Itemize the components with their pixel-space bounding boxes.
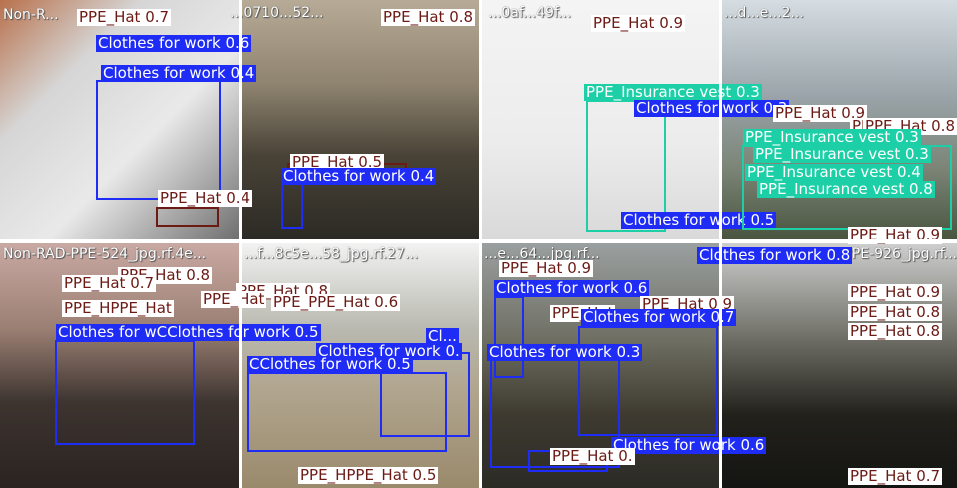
clothes-detection-label: Clothes for wCClothes for work 0.5: [56, 323, 321, 341]
tile-filename: ...f...8c5e...58_jpg.rf.27...: [244, 246, 419, 262]
tile-filename: ...d...e...2...: [724, 5, 804, 21]
grid-divider-vertical-3: [719, 0, 722, 488]
clothes-detection-label: Cl...: [426, 327, 459, 345]
vest-detection-label: PPE_Insurance vest 0.3: [743, 128, 921, 146]
clothes-detection-label: CClothes for work 0.5: [247, 355, 413, 373]
hat-detection-label: PPE_Hat 0.4: [158, 189, 253, 207]
hat-detection-label: PPE_HPPE_Hat 0.5: [298, 466, 439, 484]
hat-detection-label: PPE_Hat 0.8: [848, 303, 943, 321]
grid-divider-vertical-1: [239, 0, 242, 488]
grid-divider-horizontal: [0, 239, 957, 243]
vest-detection-label: PPE_Insurance vest 0.4: [745, 163, 923, 181]
hat-detection-label: PPE_Hat 0.7: [77, 8, 172, 26]
hat-detection-label: PPE_Hat 0.9: [640, 295, 735, 313]
vest-detection-label: PPE_Insurance vest 0.3: [584, 83, 762, 101]
hat-detection-label: PPE_Hat 0.9: [591, 14, 686, 32]
hat-detection-label: PPE_Hat 0.: [550, 447, 635, 465]
clothes-detection-label: Clothes for work 0.7: [581, 308, 737, 326]
hat-detection-label: PPE_Hat 0.8: [381, 8, 476, 26]
tile-filename: ...0af...49f...: [488, 5, 572, 21]
clothes-detection-box: [578, 326, 718, 436]
clothes-detection-label: Clothes for work 0.8: [697, 246, 853, 264]
hat-detection-label: PPE_HPPE_Hat: [62, 299, 174, 317]
hat-detection-label: PPE_Hat: [201, 290, 267, 308]
tile-2: [242, 0, 479, 239]
clothes-detection-box: [55, 340, 195, 445]
tile-filename: ...e...64...jpg.rf...: [484, 246, 600, 262]
tile-filename: ...0710...52...: [230, 5, 324, 21]
vest-detection-label: PPE_Insurance vest 0.8: [757, 180, 935, 198]
hat-detection-label: PPE_Hat 0.8: [848, 322, 943, 340]
hat-detection-label: PPE_Hat 0.7: [62, 274, 157, 292]
tile-filename: Non-R...: [3, 7, 59, 23]
tile-3: [482, 0, 719, 239]
clothes-detection-label: Clothes for work 0.3: [634, 99, 790, 117]
clothes-detection-label: Clothes for work 0.3: [487, 343, 643, 361]
hat-detection-label: PPE_Hat 0.9: [773, 104, 868, 122]
clothes-detection-box: [247, 372, 447, 452]
hat-detection-label: PPE_Hat 0.9: [848, 283, 943, 301]
clothes-detection-label: Clothes for work 0.6: [96, 34, 252, 52]
tile-filename: Non-RAD-PPE-524_jpg.rf.4e...: [3, 246, 207, 262]
hat-detection-label: PPE_Hat 0.5: [290, 153, 385, 171]
hat-detection-label: PPE_Hat 0.9: [499, 259, 594, 277]
clothes-detection-label: Clothes for work 0.4: [101, 64, 257, 82]
clothes-detection-label: Clothes for work 0.6: [611, 436, 767, 454]
clothes-detection-box: [96, 80, 221, 200]
grid-divider-vertical-2: [479, 0, 482, 488]
hat-detection-box: [156, 207, 219, 227]
clothes-detection-box: [494, 296, 524, 378]
vest-detection-box: [586, 100, 666, 232]
clothes-detection-label: Clothes for work 0.5: [621, 211, 777, 229]
clothes-detection-label: Clothes for work 0.: [316, 342, 462, 360]
clothes-detection-box: [281, 183, 303, 229]
vest-detection-label: PPE_Insurance vest 0.3: [753, 145, 931, 163]
clothes-detection-label: Clothes for work 0.6: [494, 279, 650, 297]
hat-detection-label: PPE_Hat 0.7: [848, 467, 943, 485]
hat-detection-label: PPE_PPE_Hat 0.6: [271, 293, 401, 311]
clothes-detection-label: Clothes for work 0.4: [281, 167, 437, 185]
